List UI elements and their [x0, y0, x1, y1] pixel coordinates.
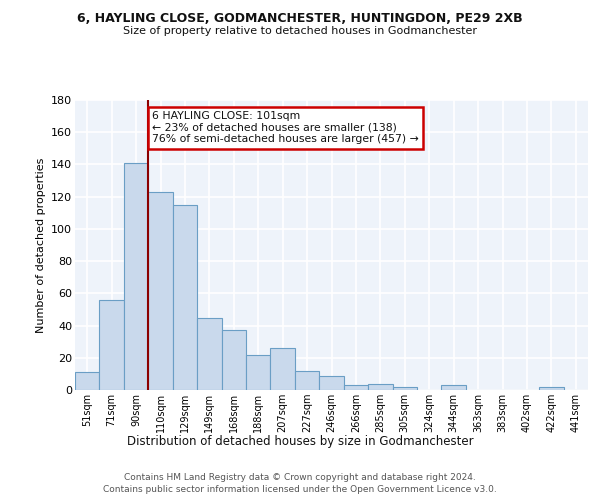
Bar — [75, 372, 100, 390]
Bar — [221, 330, 246, 390]
Bar — [100, 300, 124, 390]
Bar — [124, 163, 148, 390]
Bar — [197, 318, 221, 390]
Bar — [173, 204, 197, 390]
Bar — [271, 348, 295, 390]
Bar — [392, 387, 417, 390]
Bar — [368, 384, 392, 390]
Text: Contains HM Land Registry data © Crown copyright and database right 2024.: Contains HM Land Registry data © Crown c… — [124, 472, 476, 482]
Bar — [295, 370, 319, 390]
Text: 6, HAYLING CLOSE, GODMANCHESTER, HUNTINGDON, PE29 2XB: 6, HAYLING CLOSE, GODMANCHESTER, HUNTING… — [77, 12, 523, 26]
Bar — [344, 385, 368, 390]
Bar — [319, 376, 344, 390]
Bar — [246, 354, 271, 390]
Bar — [539, 387, 563, 390]
Bar — [442, 385, 466, 390]
Text: Size of property relative to detached houses in Godmanchester: Size of property relative to detached ho… — [123, 26, 477, 36]
Y-axis label: Number of detached properties: Number of detached properties — [35, 158, 46, 332]
Text: Distribution of detached houses by size in Godmanchester: Distribution of detached houses by size … — [127, 435, 473, 448]
Bar — [148, 192, 173, 390]
Text: Contains public sector information licensed under the Open Government Licence v3: Contains public sector information licen… — [103, 485, 497, 494]
Text: 6 HAYLING CLOSE: 101sqm
← 23% of detached houses are smaller (138)
76% of semi-d: 6 HAYLING CLOSE: 101sqm ← 23% of detache… — [152, 112, 419, 144]
